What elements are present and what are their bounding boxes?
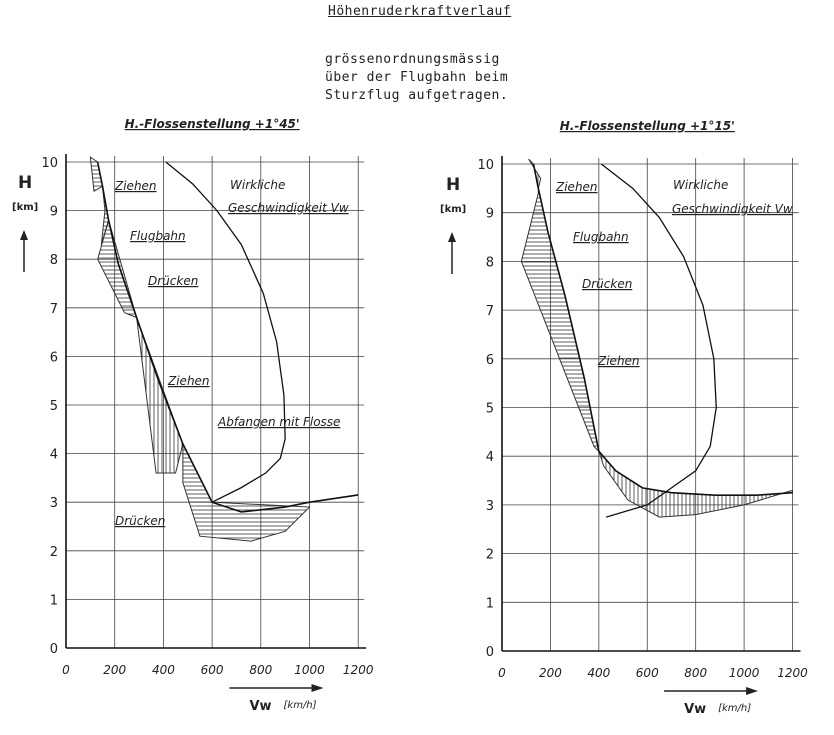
y-axis-arrow-head (448, 232, 456, 242)
series-line-flugbahn (532, 163, 793, 496)
x-tick-label: 1000 (294, 663, 325, 677)
chart-right: 0 1 2 3 4 5 6 7 8 9 10 0 200 400 600 800 1000 1200 H.-Flos… (440, 119, 808, 717)
chart-title: H.-Flossenstellung +1°45' (125, 117, 300, 131)
force-region-druecken (97, 218, 138, 319)
x-tick-label: 400 (152, 663, 175, 677)
chart-left: 0 1 2 3 4 5 6 7 8 9 10 0 200 400 600 800 1000 1200 H.-Flos… (12, 117, 374, 714)
y-tick-label: 1 (486, 596, 494, 611)
x-axis-arrow-head (746, 687, 759, 695)
x-tick-label: 600 (201, 663, 224, 677)
x-axis-arrow-head (311, 684, 324, 692)
annotation-label: Ziehen (597, 354, 640, 368)
y-tick-label: 10 (477, 158, 494, 173)
annotation-label: Geschwindigkeit Vw (672, 202, 793, 216)
y-tick-label: 5 (486, 402, 494, 417)
x-tick-label: 200 (103, 663, 126, 677)
force-region-druecken-low (182, 443, 311, 542)
subtitle-line-2: über der Flugbahn beim (325, 70, 509, 85)
y-tick-label: 6 (50, 350, 58, 365)
x-axis-unit: [km/h] (284, 700, 317, 711)
annotation-label: Wirkliche (673, 178, 728, 192)
annotation-label: Abfangen mit Flosse (217, 415, 340, 429)
y-tick-label: 8 (50, 253, 58, 268)
force-region-druecken (520, 188, 600, 453)
y-tick-label: 0 (50, 642, 58, 657)
x-tick-label: 0 (498, 666, 506, 680)
y-axis-unit: [km] (440, 204, 466, 215)
annotation-label: Drücken (148, 274, 198, 288)
page-title: Höhenruderkraftverlauf (328, 4, 512, 19)
force-regions (89, 156, 311, 542)
series-line-geschwindigkeit (600, 163, 717, 518)
y-tick-label: 9 (50, 205, 58, 220)
y-tick-label: 0 (486, 645, 494, 660)
x-tick-label: 200 (539, 666, 562, 680)
y-tick-label: 1 (50, 593, 58, 608)
subtitle-line-3: Sturzflug aufgetragen. (325, 88, 509, 103)
y-tick-label: 8 (486, 255, 494, 270)
annotation-label: Drücken (115, 514, 165, 528)
x-tick-label: 1200 (777, 666, 808, 680)
x-tick-label: 400 (587, 666, 610, 680)
subtitle-line-1: grössenordnungsmässig (325, 52, 500, 67)
x-tick-label: 600 (636, 666, 659, 680)
annotation-label: Flugbahn (130, 229, 186, 243)
annotation-label: Ziehen (114, 179, 157, 193)
y-tick-label: 2 (486, 548, 494, 563)
x-axis-label: Vw (684, 702, 706, 717)
annotation-label: Geschwindigkeit Vw (228, 201, 349, 215)
y-tick-label: 10 (41, 156, 58, 171)
y-tick-label: 2 (50, 545, 58, 560)
x-axis-unit: [km/h] (718, 703, 751, 714)
y-tick-label: 5 (50, 399, 58, 414)
y-tick-label: 6 (486, 353, 494, 368)
y-axis-unit: [km] (12, 202, 38, 213)
y-axis-label: H (18, 173, 32, 193)
series-line-geschwindigkeit (165, 161, 286, 503)
x-tick-label: 800 (249, 663, 272, 677)
y-tick-label: 3 (486, 499, 494, 514)
x-axis-label: Vw (250, 699, 272, 714)
y-tick-label: 3 (50, 496, 58, 511)
y-tick-label: 7 (50, 302, 58, 317)
annotation-label: Ziehen (167, 374, 210, 388)
annotation-label: Drücken (582, 277, 632, 291)
annotation-label: Flugbahn (573, 230, 629, 244)
y-axis-arrow-head (20, 230, 28, 240)
force-region-ziehen-mid (136, 317, 184, 474)
x-tick-label: 1200 (343, 663, 374, 677)
y-axis-label: H (446, 175, 460, 195)
chart-title: H.-Flossenstellung +1°15' (560, 119, 735, 133)
y-tick-label: 4 (486, 450, 494, 465)
annotation-label: Wirkliche (230, 178, 285, 192)
x-tick-label: 800 (684, 666, 707, 680)
y-tick-label: 4 (50, 448, 58, 463)
y-tick-label: 7 (486, 304, 494, 319)
document-header: Höhenruderkraftverlauf grössenordnungsmä… (0, 0, 834, 110)
series-line-flugbahn (96, 161, 359, 513)
x-tick-label: 1000 (729, 666, 760, 680)
y-tick-label: 9 (486, 207, 494, 222)
annotation-label: Ziehen (555, 180, 598, 194)
x-tick-label: 0 (62, 663, 70, 677)
